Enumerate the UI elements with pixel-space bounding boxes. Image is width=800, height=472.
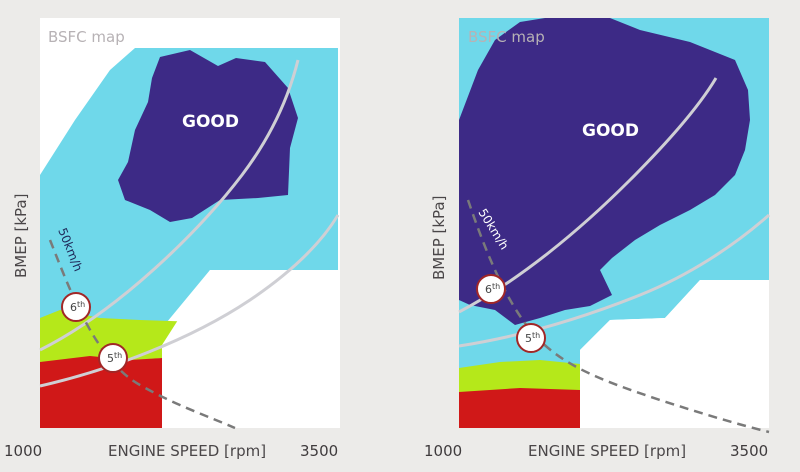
right-road-load-curve — [466, 199, 770, 434]
left-zone-good — [118, 50, 298, 222]
left-gear-5-label: 5 — [107, 352, 114, 365]
right-gear-6-label: 6 — [485, 283, 492, 296]
right-map-title: BSFC map — [468, 28, 545, 46]
right-gear-6-marker: 6th — [476, 274, 506, 304]
left-gear-6-suffix: th — [77, 300, 85, 309]
right-gear-5-label: 5 — [525, 332, 532, 345]
right-gear-curve-6 — [458, 77, 718, 314]
left-road-load-curve — [48, 239, 236, 430]
right-gear-5-suffix: th — [532, 331, 540, 340]
right-zone-lime — [459, 360, 580, 398]
left-zone-red — [40, 356, 162, 428]
svg-text:6th: 6th — [70, 300, 85, 314]
left-map-title: BSFC map — [48, 28, 125, 46]
right-x-axis-label: ENGINE SPEED [rpm] — [528, 442, 686, 460]
left-gear-curve-6 — [39, 59, 300, 352]
left-bsfc-map: BSFC map GOOD 50km/h 6th 5th BMEP [kPa] … — [4, 18, 340, 460]
right-zone-blank — [580, 280, 769, 428]
right-gear-6-suffix: th — [492, 282, 500, 291]
left-x-axis-label: ENGINE SPEED [rpm] — [108, 442, 266, 460]
left-x-max-label: 3500 — [300, 442, 338, 460]
svg-text:6th: 6th — [485, 282, 500, 296]
right-x-max-label: 3500 — [730, 442, 768, 460]
right-x-min-label: 1000 — [424, 442, 462, 460]
left-zone-blank — [162, 270, 338, 428]
right-y-axis-label: BMEP [kPa] — [430, 196, 448, 280]
left-x-min-label: 1000 — [4, 442, 42, 460]
left-gear-6-marker: 6th — [61, 292, 91, 322]
left-gear-6-label: 6 — [70, 301, 77, 314]
right-bsfc-map: BSFC map GOOD 50km/h 6th 5th BMEP [kPa] … — [424, 18, 770, 460]
left-good-label: GOOD — [182, 112, 239, 132]
left-zone-lime — [40, 310, 200, 368]
left-gear-curve-5 — [39, 214, 340, 388]
left-gear-5-suffix: th — [114, 351, 122, 360]
right-good-label: GOOD — [582, 121, 639, 141]
right-gear-5-marker: 5th — [516, 323, 546, 353]
svg-text:5th: 5th — [107, 351, 122, 365]
right-zone-red — [459, 388, 580, 428]
left-y-axis-label: BMEP [kPa] — [12, 194, 30, 278]
svg-text:5th: 5th — [525, 331, 540, 345]
right-zone-good — [459, 18, 750, 325]
left-gear-5-marker: 5th — [98, 343, 128, 373]
